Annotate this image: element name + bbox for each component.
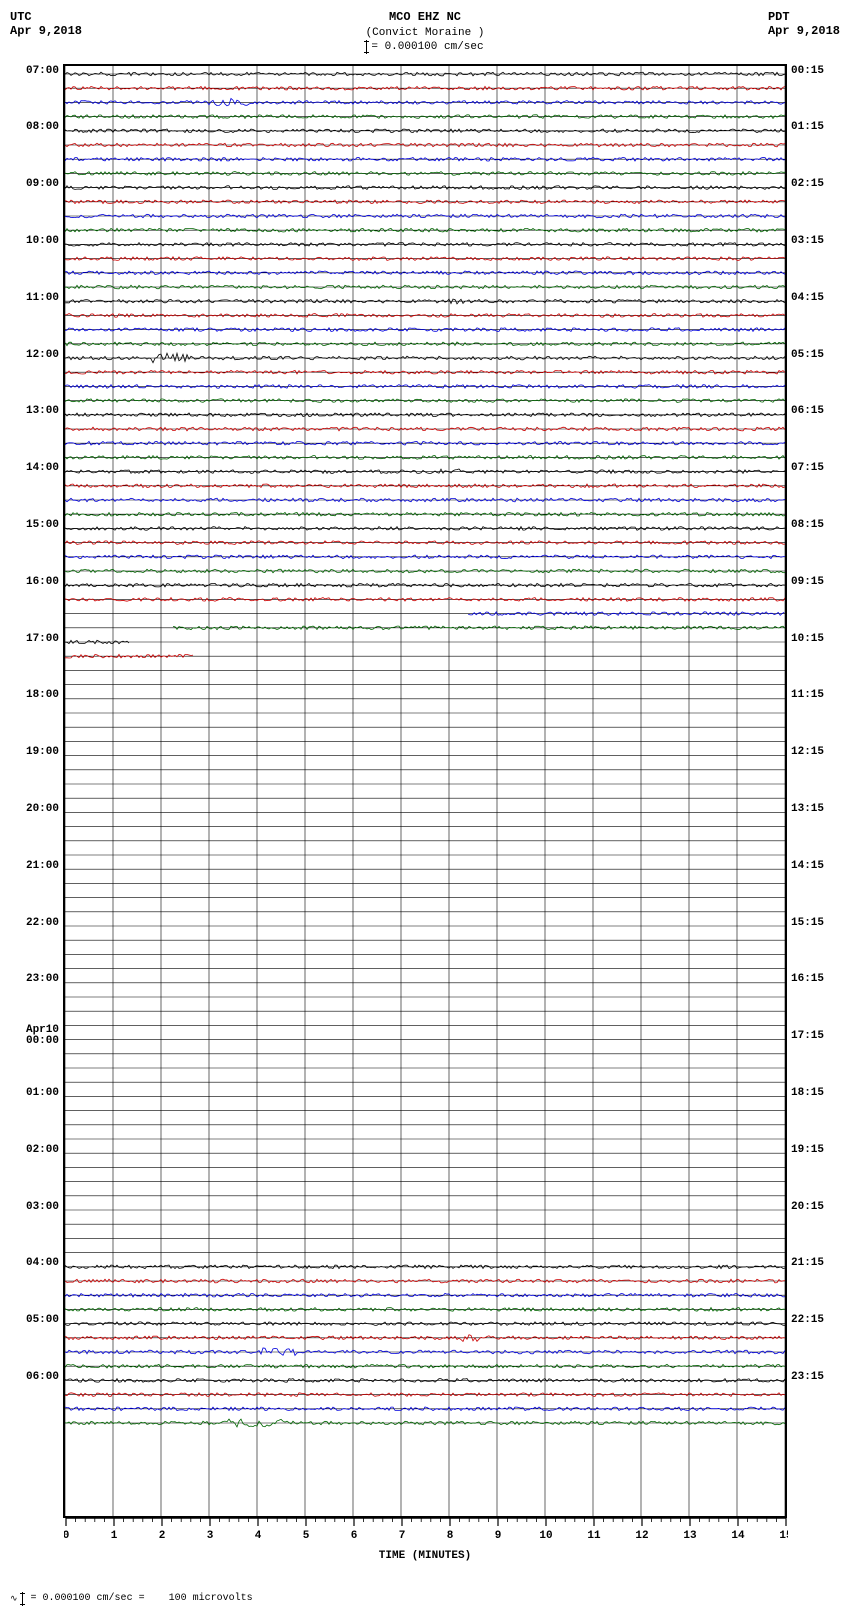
svg-text:12: 12 bbox=[635, 1530, 648, 1542]
footer-text-1: = 0.000100 cm/sec = bbox=[31, 1593, 145, 1604]
y-axis-left: 07:00 08:00 09:00 10:00 11:00 12:00 13:00 14:00… bbox=[10, 64, 63, 1514]
time-label: 06:00 bbox=[26, 1372, 59, 1383]
station-location: (Convict Moraine ) bbox=[366, 26, 485, 40]
x-axis-title: TIME (MINUTES) bbox=[10, 1550, 840, 1562]
time-label: 23:15 bbox=[791, 1372, 824, 1383]
time-label: 03:15 bbox=[791, 236, 824, 247]
svg-text:11: 11 bbox=[587, 1530, 601, 1542]
time-label: 20:00 bbox=[26, 804, 59, 815]
time-label: 19:15 bbox=[791, 1145, 824, 1156]
time-label: 14:15 bbox=[791, 861, 824, 872]
svg-text:7: 7 bbox=[399, 1530, 406, 1542]
tz-left-date: Apr 9,2018 bbox=[10, 24, 82, 38]
svg-text:8: 8 bbox=[447, 1530, 454, 1542]
time-label: 08:00 bbox=[26, 122, 59, 133]
y-axis-right: 00:15 01:15 02:15 03:15 04:15 05:15 06:15 07:15… bbox=[787, 64, 840, 1514]
svg-text:2: 2 bbox=[159, 1530, 166, 1542]
svg-text:9: 9 bbox=[495, 1530, 502, 1542]
time-label: 18:00 bbox=[26, 690, 59, 701]
scale-bar-icon bbox=[366, 40, 367, 54]
time-label: 01:15 bbox=[791, 122, 824, 133]
time-label: 20:15 bbox=[791, 1202, 824, 1213]
time-label: 07:00 bbox=[26, 66, 59, 77]
plot-wrapper: 07:00 08:00 09:00 10:00 11:00 12:00 13:00 14:00… bbox=[10, 64, 840, 1518]
time-label: 10:15 bbox=[791, 634, 824, 645]
time-label: 03:00 bbox=[26, 1202, 59, 1213]
time-label: 05:15 bbox=[791, 350, 824, 361]
header-center: MCO EHZ NC (Convict Moraine ) = 0.000100… bbox=[366, 10, 485, 60]
time-label: 16:00 bbox=[26, 577, 59, 588]
scale-marker: = 0.000100 cm/sec bbox=[366, 40, 483, 54]
tz-left-label: UTC bbox=[10, 10, 82, 24]
time-label: 02:00 bbox=[26, 1145, 59, 1156]
time-label: 15:00 bbox=[26, 520, 59, 531]
time-label: 00:15 bbox=[791, 66, 824, 77]
footer: ∿ = 0.000100 cm/sec = 100 microvolts bbox=[10, 1592, 840, 1606]
time-label: 14:00 bbox=[26, 463, 59, 474]
time-label: Apr1000:00 bbox=[26, 1025, 59, 1047]
svg-text:3: 3 bbox=[207, 1530, 214, 1542]
time-label: 21:15 bbox=[791, 1258, 824, 1269]
time-label: 12:15 bbox=[791, 747, 824, 758]
time-label: 17:15 bbox=[791, 1031, 824, 1042]
svg-text:13: 13 bbox=[683, 1530, 697, 1542]
header: UTC Apr 9,2018 MCO EHZ NC (Convict Morai… bbox=[10, 10, 840, 60]
svg-text:1: 1 bbox=[111, 1530, 118, 1542]
header-right: PDT Apr 9,2018 bbox=[768, 10, 840, 39]
time-label: 07:15 bbox=[791, 463, 824, 474]
plot-area bbox=[63, 64, 787, 1518]
svg-text:15: 15 bbox=[779, 1530, 788, 1542]
time-label: 08:15 bbox=[791, 520, 824, 531]
time-label: 04:15 bbox=[791, 293, 824, 304]
time-label: 01:00 bbox=[26, 1088, 59, 1099]
svg-text:14: 14 bbox=[731, 1530, 745, 1542]
tz-right-label: PDT bbox=[768, 10, 840, 24]
time-label: 11:00 bbox=[26, 293, 59, 304]
svg-text:6: 6 bbox=[351, 1530, 358, 1542]
time-label: 12:00 bbox=[26, 350, 59, 361]
x-axis-svg: 0123456789101112131415 bbox=[64, 1518, 788, 1548]
time-label: 19:00 bbox=[26, 747, 59, 758]
time-label: 11:15 bbox=[791, 690, 824, 701]
scale-text: = 0.000100 cm/sec bbox=[371, 40, 483, 54]
time-label: 18:15 bbox=[791, 1088, 824, 1099]
time-label: 15:15 bbox=[791, 918, 824, 929]
svg-text:10: 10 bbox=[539, 1530, 552, 1542]
time-label: 23:00 bbox=[26, 974, 59, 985]
helicorder-container: UTC Apr 9,2018 MCO EHZ NC (Convict Morai… bbox=[10, 10, 840, 1606]
time-label: 09:00 bbox=[26, 179, 59, 190]
time-label: 05:00 bbox=[26, 1315, 59, 1326]
time-label: 02:15 bbox=[791, 179, 824, 190]
station-code: MCO EHZ NC bbox=[366, 10, 485, 26]
time-label: 13:15 bbox=[791, 804, 824, 815]
svg-text:5: 5 bbox=[303, 1530, 310, 1542]
time-label: 09:15 bbox=[791, 577, 824, 588]
time-label: 16:15 bbox=[791, 974, 824, 985]
svg-text:0: 0 bbox=[64, 1530, 69, 1542]
time-label: 22:00 bbox=[26, 918, 59, 929]
footer-text-2: 100 microvolts bbox=[169, 1593, 253, 1604]
svg-text:4: 4 bbox=[255, 1530, 262, 1542]
footer-scale-bar-icon bbox=[22, 1592, 23, 1606]
helicorder-svg bbox=[65, 66, 785, 1516]
time-label: 22:15 bbox=[791, 1315, 824, 1326]
time-label: 13:00 bbox=[26, 406, 59, 417]
time-label: 17:00 bbox=[26, 634, 59, 645]
time-label: 04:00 bbox=[26, 1258, 59, 1269]
header-left: UTC Apr 9,2018 bbox=[10, 10, 82, 39]
footer-waveform-icon: ∿ bbox=[10, 1594, 18, 1604]
time-label: 21:00 bbox=[26, 861, 59, 872]
x-axis: 0123456789101112131415 bbox=[64, 1518, 786, 1548]
tz-right-date: Apr 9,2018 bbox=[768, 24, 840, 38]
time-label: 06:15 bbox=[791, 406, 824, 417]
footer-scale-marker bbox=[22, 1592, 27, 1606]
time-label: 10:00 bbox=[26, 236, 59, 247]
